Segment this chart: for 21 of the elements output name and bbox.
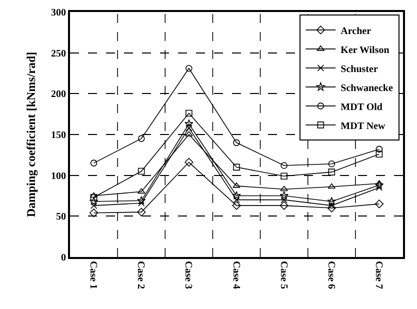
y-tick-label: 200 — [51, 89, 66, 100]
legend-label: Archer — [340, 26, 372, 37]
y-axis-title: Damping coefficient [kNms/rad] — [24, 52, 38, 218]
y-tick-label: 250 — [51, 48, 66, 60]
x-tick-label: Case 5 — [278, 261, 289, 290]
y-tick-label: 150 — [51, 130, 66, 141]
legend-label: Schuster — [340, 64, 378, 75]
y-tick-label: 50 — [56, 212, 66, 223]
x-tick-label: Case 7 — [372, 261, 384, 290]
y-tick-label: 0 — [61, 252, 66, 264]
x-tick-label: Case 3 — [182, 261, 194, 290]
legend-label: MDT New — [340, 120, 386, 132]
x-tick-label: Case 1 — [88, 261, 99, 290]
x-tick-label: Case 6 — [325, 261, 336, 290]
legend-label: Schwanecke — [340, 82, 394, 94]
y-tick-label: 100 — [51, 170, 66, 182]
x-tick-label: Case 4 — [230, 261, 242, 290]
x-tick-label: Case 2 — [135, 261, 146, 290]
y-tick-label: 300 — [51, 8, 66, 18]
legend-label: MDT Old — [340, 102, 383, 113]
legend-label: Ker Wilson — [340, 44, 390, 56]
